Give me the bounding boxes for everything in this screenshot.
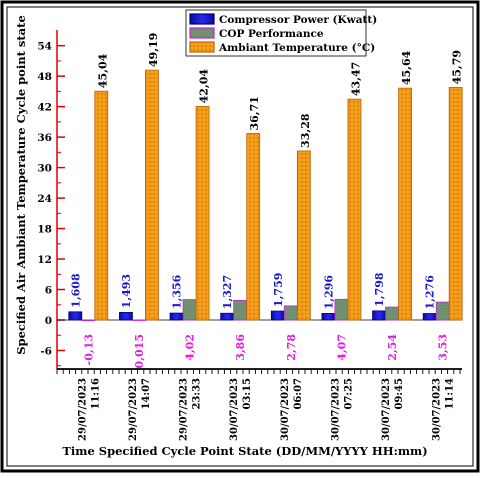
power-label-2: 1,356 (171, 274, 184, 309)
legend-swatch-1 (189, 27, 215, 39)
y-tick-label-4: 18 (37, 224, 52, 236)
power-label-4: 1,759 (272, 273, 285, 307)
legend-label-1: COP Performance (219, 28, 324, 40)
power-label-5: 1,296 (322, 275, 335, 310)
power-label-3: 1,327 (221, 275, 234, 309)
y-tick-label-2: 6 (45, 285, 52, 297)
bar-1-4 (283, 305, 298, 321)
bar-1-1 (132, 319, 146, 321)
bar-2-3 (246, 133, 261, 321)
x-tick-date-2: 29/07/2023 (179, 378, 190, 441)
x-tick-date-7: 30/07/2023 (432, 378, 443, 441)
bar-1-0 (81, 319, 96, 322)
legend-label-2: Ambiant Temperature (°C) (218, 42, 375, 54)
inner-border (6, 6, 474, 467)
temp-label-0: 45,04 (96, 53, 109, 88)
y-tick-label-1: 0 (45, 315, 52, 327)
bar-1-5 (334, 298, 349, 321)
bar-0-6 (372, 310, 386, 321)
bar-2-1 (145, 69, 159, 321)
y-axis-label: Specified Air Ambiant Temperature Cycle … (14, 15, 28, 355)
x-tick-time-6: 09:45 (394, 378, 405, 410)
bar-0-7 (422, 313, 437, 321)
y-tick-label-5: 24 (37, 193, 52, 205)
x-tick-time-4: 06:07 (293, 378, 304, 410)
power-label-6: 1,798 (373, 272, 386, 307)
cop-label-6: 2,54 (386, 334, 399, 361)
bar-0-3 (220, 312, 235, 321)
legend-swatch-0 (189, 13, 215, 25)
y-tick-label-0: -6 (40, 345, 52, 357)
bar-2-5 (347, 98, 362, 321)
bar-0-4 (270, 310, 285, 321)
x-tick-date-5: 30/07/2023 (330, 378, 341, 441)
legend-swatch-2 (189, 41, 215, 53)
x-tick-time-5: 07:25 (343, 378, 354, 410)
cop-label-0: -0,13 (82, 334, 95, 365)
temp-label-6: 45,64 (400, 50, 413, 85)
temp-label-3: 36,71 (248, 96, 261, 130)
bar-1-7 (435, 301, 450, 321)
x-tick-date-6: 30/07/2023 (381, 378, 392, 441)
temp-label-1: 49,19 (147, 33, 160, 67)
y-tick-label-3: 12 (37, 254, 52, 266)
cop-label-3: 3,86 (234, 334, 247, 361)
bar-1-3 (233, 299, 248, 321)
temp-label-5: 43,47 (349, 62, 362, 96)
y-tick-label-10: 54 (37, 41, 52, 53)
x-tick-time-2: 23:33 (192, 378, 203, 410)
temp-label-4: 33,28 (299, 113, 312, 148)
y-tick-label-9: 48 (37, 71, 52, 83)
legend-label-0: Compressor Power (Kwatt) (219, 14, 377, 26)
x-tick-time-7: 11:14 (445, 378, 456, 410)
legend-box (185, 9, 367, 57)
cop-label-4: 2,78 (285, 334, 298, 361)
cop-label-2: 4,02 (184, 334, 197, 361)
bar-2-0 (94, 90, 109, 321)
bar-2-7 (448, 86, 463, 321)
y-tick-label-8: 42 (37, 102, 52, 114)
x-tick-time-1: 14:07 (141, 378, 152, 410)
y-tick-label-7: 36 (37, 132, 52, 144)
bar-2-4 (296, 150, 311, 321)
x-tick-date-0: 29/07/2023 (77, 378, 88, 441)
temp-label-2: 42,04 (198, 69, 211, 104)
power-label-0: 1,608 (69, 273, 82, 308)
x-axis-label: Time Specified Cycle Point State (DD/MM/… (62, 444, 427, 458)
bar-0-0 (68, 311, 83, 321)
power-label-7: 1,276 (424, 275, 437, 310)
power-label-1: 1,493 (120, 274, 133, 308)
bar-2-2 (195, 106, 210, 321)
bar-0-1 (119, 312, 133, 321)
bar-1-6 (385, 306, 399, 321)
x-tick-date-1: 29/07/2023 (128, 378, 139, 441)
y-tick-label-6: 30 (37, 163, 52, 175)
bar-2-6 (398, 87, 412, 321)
cop-label-7: 3,53 (437, 334, 450, 361)
x-tick-time-0: 11:16 (90, 378, 101, 410)
cop-label-1: 0,015 (133, 334, 146, 368)
x-tick-time-3: 03:15 (242, 378, 253, 410)
x-tick-date-4: 30/07/2023 (280, 378, 291, 441)
bar-1-2 (182, 299, 197, 321)
bar-0-5 (321, 313, 336, 321)
bar-0-2 (169, 312, 184, 321)
cop-label-5: 4,07 (335, 334, 348, 361)
x-tick-date-3: 30/07/2023 (229, 378, 240, 441)
temp-label-7: 45,79 (451, 50, 464, 84)
